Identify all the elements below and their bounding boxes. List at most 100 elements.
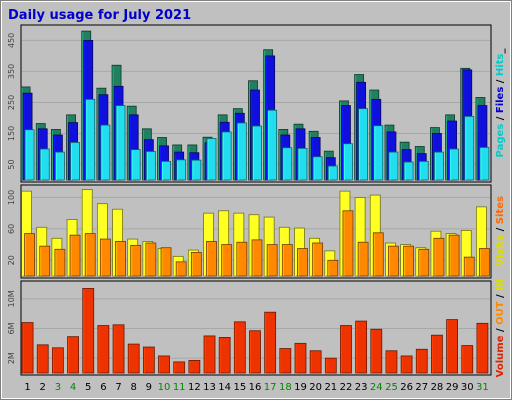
series-sites: [24, 210, 490, 277]
bar-sites-day-15: [236, 241, 248, 277]
bar-sites-day-19: [297, 248, 308, 277]
day-label-2: 2: [40, 382, 46, 393]
bar-pages-day-20: [312, 156, 323, 181]
chart-panels: 450 350 250 150 50 100 60 20 10M 6M 2M: [7, 24, 492, 376]
bar-sites-day-23: [357, 241, 369, 277]
bar-pages-day-23: [358, 108, 369, 181]
bar-sites-day-5: [84, 233, 96, 277]
bar-pages-day-28: [434, 151, 444, 181]
bar-sites-day-2: [39, 245, 51, 277]
bar-pages-day-19: [297, 147, 308, 181]
day-label-11: 11: [173, 382, 186, 393]
day-label-14: 14: [218, 382, 231, 393]
bar-pages-day-12: [191, 159, 202, 181]
bar-pages-day-10: [161, 160, 171, 181]
bar-pages-day-30: [464, 116, 475, 181]
day-label-15: 15: [233, 382, 246, 393]
bar-sites-day-3: [54, 248, 66, 277]
bar-pages-day-29: [449, 148, 459, 181]
bar-sites-day-7: [115, 241, 126, 277]
panel-hits-tick-label: 150: [7, 126, 16, 141]
panel-volume-tick-label: 6M: [7, 322, 16, 334]
bar-sites-day-6: [99, 238, 111, 277]
day-label-28: 28: [431, 382, 444, 393]
bar-pages-day-15: [236, 122, 247, 181]
bar-volume-day-21: [324, 357, 337, 374]
bar-volume-day-17: [264, 311, 277, 374]
bar-sites-day-22: [342, 210, 354, 277]
bar-sites-day-30: [463, 256, 475, 277]
bar-volume-day-16: [249, 330, 261, 374]
bar-pages-day-25: [388, 151, 399, 181]
bar-pages-day-14: [221, 131, 232, 181]
bar-sites-day-14: [221, 244, 233, 277]
bar-sites-day-12: [190, 252, 202, 277]
bar-volume-day-2: [36, 344, 49, 374]
bar-sites-day-13: [206, 241, 217, 277]
panel-volume-tick-label: 2M: [7, 352, 16, 364]
bar-volume-day-26: [400, 355, 413, 374]
bar-volume-day-29: [446, 319, 458, 374]
side-legends: Pages / Files / Hits_ Visits / Sites Volum…: [495, 49, 506, 378]
bar-pages-day-9: [145, 151, 156, 181]
bar-volume-day-3: [52, 347, 64, 374]
panel-visits: 100 60 20: [7, 184, 492, 279]
bar-volume-day-19: [294, 342, 307, 374]
bar-pages-day-31: [479, 147, 490, 181]
day-label-22: 22: [340, 382, 353, 393]
side-label-volume: Volume / OUT / IN: [495, 279, 506, 378]
day-label-7: 7: [115, 382, 121, 393]
bar-sites-day-10: [160, 247, 172, 277]
day-label-1: 1: [24, 382, 30, 393]
day-label-17: 17: [264, 382, 277, 393]
bar-volume-day-15: [233, 321, 246, 374]
bar-pages-day-5: [85, 98, 96, 181]
bar-volume-day-1: [21, 322, 34, 374]
bar-pages-day-3: [55, 151, 65, 181]
bar-pages-day-1: [24, 129, 35, 181]
day-label-19: 19: [294, 382, 307, 393]
bar-sites-day-21: [327, 259, 339, 277]
bar-pages-day-13: [206, 138, 217, 181]
bar-sites-day-17: [266, 244, 278, 277]
bar-volume-day-22: [340, 325, 352, 374]
day-label-27: 27: [415, 382, 428, 393]
day-label-18: 18: [279, 382, 292, 393]
day-label-5: 5: [85, 382, 91, 393]
panel-hits: 450 350 250 150 50: [7, 24, 492, 183]
panel-hits-tick-label: 50: [7, 159, 16, 169]
panel-volume: 10M 6M 2M: [7, 280, 492, 376]
day-label-9: 9: [146, 382, 152, 393]
bar-sites-day-1: [24, 233, 35, 277]
bar-sites-day-25: [388, 245, 399, 277]
day-label-8: 8: [131, 382, 137, 393]
bar-sites-day-26: [403, 245, 415, 277]
panel-hits-tick-label: 250: [7, 95, 16, 110]
bar-volume-day-12: [188, 359, 201, 374]
bar-sites-day-18: [281, 244, 293, 277]
bar-sites-day-11: [175, 261, 187, 277]
bar-pages-day-16: [252, 125, 262, 181]
bar-pages-day-26: [403, 161, 414, 181]
panel-hits-tick-label: 350: [7, 64, 16, 79]
bar-volume-day-11: [173, 361, 186, 374]
side-label-visits: Visits / Sites: [495, 196, 506, 266]
bar-volume-day-9: [142, 346, 155, 374]
bar-pages-day-24: [373, 125, 384, 181]
bar-volume-day-18: [279, 348, 292, 374]
day-label-30: 30: [461, 382, 474, 393]
day-label-21: 21: [324, 382, 337, 393]
bar-pages-day-4: [70, 142, 80, 181]
bar-pages-day-6: [100, 124, 111, 181]
day-label-25: 25: [385, 382, 398, 393]
bar-pages-day-17: [267, 109, 278, 181]
day-label-20: 20: [309, 382, 322, 393]
day-label-12: 12: [188, 382, 201, 393]
panel-visits-tick-label: 20: [7, 255, 16, 265]
day-label-3: 3: [55, 382, 61, 393]
chart-title: Daily usage for July 2021: [8, 8, 191, 23]
series-volume: [21, 288, 489, 374]
panel-volume-tick-label: 10M: [7, 290, 16, 307]
